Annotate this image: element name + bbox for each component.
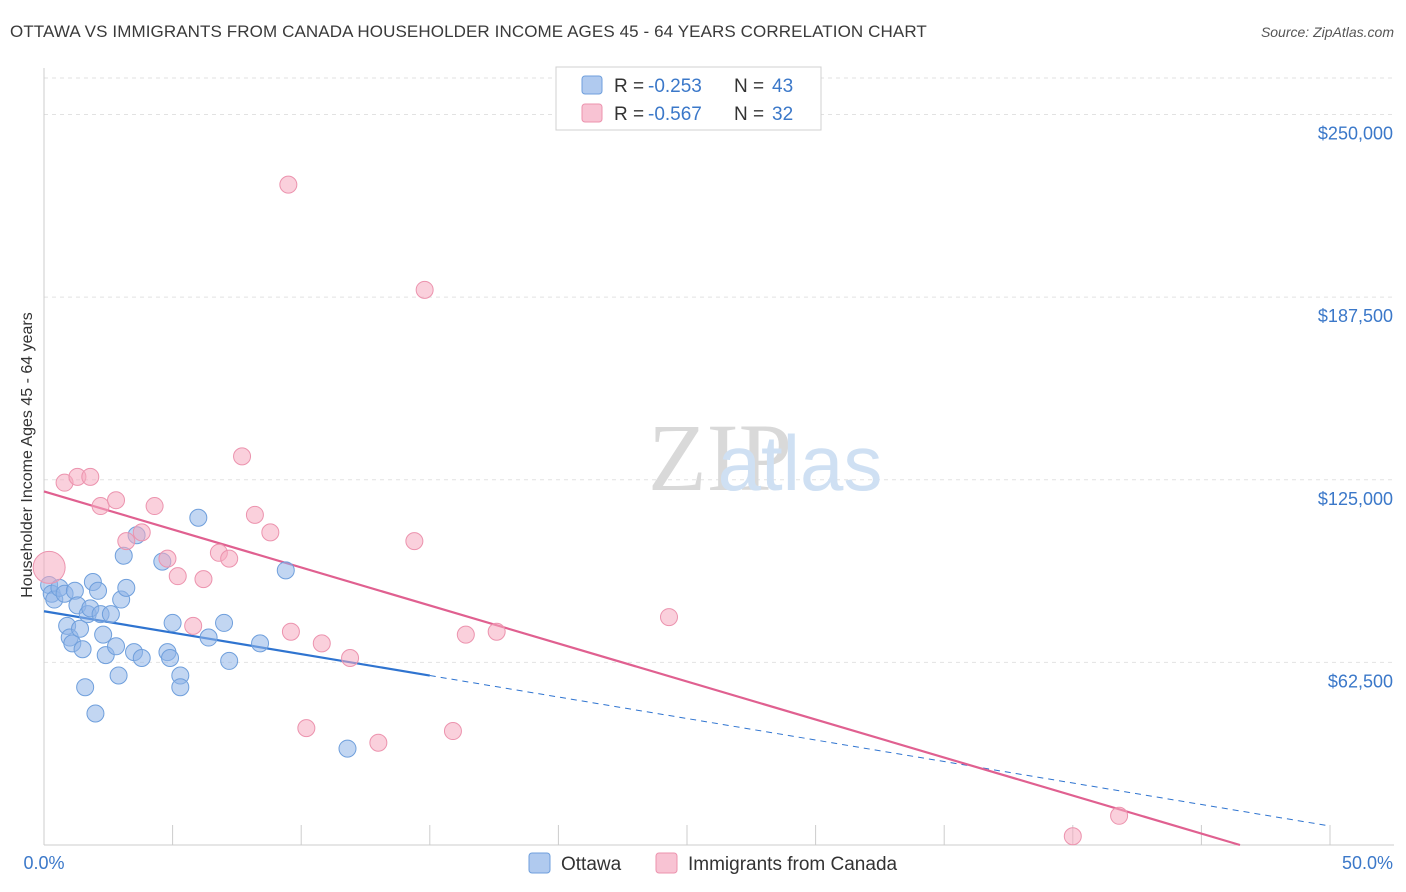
y-tick-label: $62,500 <box>1328 671 1393 691</box>
bottom-legend-label-ottawa: Ottawa <box>561 854 622 875</box>
legend-n-value: 43 <box>772 76 793 97</box>
immigrants-point <box>281 622 300 641</box>
trend-line-immigrants <box>43 490 1241 847</box>
immigrants-point <box>456 625 475 644</box>
x-tick-label-min: 0.0% <box>23 853 64 873</box>
legend-swatch-ottawa <box>581 75 603 95</box>
immigrants-point <box>279 175 298 194</box>
legend-r-value: -0.567 <box>648 104 702 125</box>
ottawa-point <box>161 648 180 667</box>
bottom-legend-swatch-immigrants <box>655 852 678 874</box>
chart-title: OTTAWA VS IMMIGRANTS FROM CANADA HOUSEHO… <box>10 22 927 41</box>
ottawa-point <box>189 508 208 527</box>
immigrants-point <box>1110 806 1129 825</box>
immigrants-point <box>145 497 164 516</box>
immigrants-point <box>117 532 136 551</box>
gridlines <box>44 77 1394 663</box>
ottawa-point <box>338 739 357 758</box>
ottawa-point <box>101 605 120 624</box>
ottawa-point <box>94 625 113 644</box>
immigrants-point <box>220 549 239 568</box>
immigrants-point <box>184 616 203 635</box>
immigrants-point <box>32 550 66 584</box>
watermark-atlas: atlas <box>718 419 883 507</box>
legend-box: R = -0.253 N = 43 R = -0.567 N = 32 <box>555 66 822 131</box>
immigrants-point <box>168 567 187 586</box>
immigrants-point <box>341 648 360 667</box>
ottawa-point <box>71 619 90 638</box>
legend-n-label: N = <box>734 76 764 97</box>
ottawa-point <box>132 648 151 667</box>
immigrants-point <box>158 549 177 568</box>
immigrants-point <box>415 280 434 299</box>
ottawa-point <box>199 628 218 647</box>
ottawa-point <box>73 640 92 659</box>
points <box>32 175 1129 846</box>
bottom-legend-swatch-ottawa <box>528 852 551 874</box>
trend-lines <box>43 490 1331 847</box>
ottawa-point <box>76 678 95 697</box>
legend-r-label: R = <box>614 104 644 125</box>
immigrants-point <box>443 722 462 741</box>
source-label: Source: ZipAtlas.com <box>1260 24 1394 40</box>
axes: $62,500 $125,000 $187,500 $250,000 0.0% 50.0% <box>23 68 1394 873</box>
ottawa-point <box>109 666 128 685</box>
legend-n-label: N = <box>734 104 764 125</box>
trend-line-ottawa-extension <box>429 675 1331 827</box>
immigrants-point <box>81 467 100 486</box>
bottom-legend: Ottawa Immigrants from Canada <box>528 852 898 875</box>
ottawa-point <box>163 613 182 632</box>
ottawa-point <box>276 561 295 580</box>
immigrants-point <box>312 634 331 653</box>
immigrants-point <box>369 733 388 752</box>
immigrants-point <box>297 719 316 738</box>
immigrants-point <box>107 491 126 510</box>
ottawa-point <box>215 613 234 632</box>
immigrants-point <box>245 505 264 524</box>
immigrants-point <box>91 497 110 516</box>
immigrants-point <box>194 570 213 589</box>
legend-r-value: -0.253 <box>648 76 702 97</box>
immigrants-point <box>1063 827 1082 846</box>
ottawa-point <box>117 578 136 597</box>
immigrants-point <box>132 523 151 542</box>
watermark-zip: ZIP <box>648 404 792 511</box>
immigrants-point <box>233 447 252 466</box>
immigrants-point <box>261 523 280 542</box>
immigrants-point <box>487 622 506 641</box>
ottawa-point <box>171 678 190 697</box>
y-tick-label: $187,500 <box>1318 306 1393 326</box>
legend-n-value: 32 <box>772 104 793 125</box>
ottawa-point <box>65 581 84 600</box>
ottawa-point <box>220 651 239 670</box>
ottawa-point <box>89 581 108 600</box>
immigrants-point <box>405 532 424 551</box>
legend-swatch-immigrants <box>581 103 603 123</box>
y-tick-label: $250,000 <box>1318 124 1393 144</box>
ottawa-point <box>251 634 270 653</box>
ottawa-point <box>86 704 105 723</box>
legend-r-label: R = <box>614 76 644 97</box>
immigrants-point <box>659 608 678 627</box>
ottawa-point <box>107 637 126 656</box>
y-tick-label: $125,000 <box>1318 489 1393 509</box>
ottawa-point <box>114 546 133 565</box>
bottom-legend-label-immigrants: Immigrants from Canada <box>688 854 898 875</box>
x-tick-label-max: 50.0% <box>1342 853 1393 873</box>
